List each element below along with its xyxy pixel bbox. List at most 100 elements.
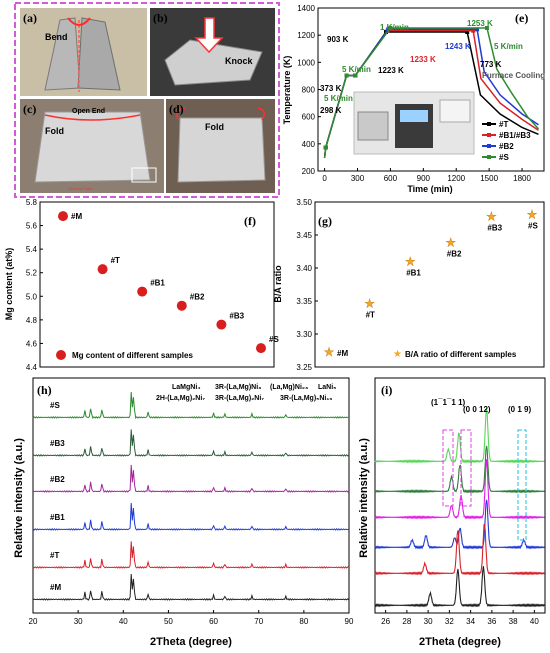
i-box-019 <box>517 429 527 541</box>
h-xtick-label: 60 <box>209 617 218 626</box>
e-xtick-label: 300 <box>351 174 365 183</box>
e-ann-5kmin-mid: 5 K/min <box>342 65 371 74</box>
f-point-label: #B1 <box>150 279 165 288</box>
f-point-label: #S <box>269 335 279 344</box>
photo-c-label-fold: Fold <box>45 126 64 136</box>
h-legend-6: 3R-(La,Mg)₅Ni₁₉ <box>280 395 332 402</box>
e-xtick-label: 0 <box>322 174 327 183</box>
h-series-label-4: #T <box>50 551 59 560</box>
e-ann-373: 373 K <box>320 84 342 93</box>
e-ann-5kmin-right: 5 K/min <box>494 42 523 51</box>
panel-h-ylabel: Relative intensity (a.u.) <box>13 438 25 558</box>
i-box-1111 <box>442 429 454 507</box>
f-point-label: #B2 <box>190 293 205 302</box>
g-ytick-label: 3.35 <box>296 297 312 306</box>
photo-c-inset: Zirconia Plate <box>68 186 93 191</box>
i-xtick-label: 32 <box>445 617 454 626</box>
i-pattern-line-5 <box>374 566 546 608</box>
e-legend-marker-2 <box>487 144 491 148</box>
photo-d-label: Fold <box>205 122 224 132</box>
photo-frame <box>14 2 280 198</box>
e-legend-marker-0 <box>487 122 491 126</box>
panel-f-mg-content-chart: 4.4 4.6 4.8 5.0 5.2 5.4 5.6 5.8 #M #T #B1 #B2 #B3 #S… <box>4 198 279 372</box>
panel-label-d: (d) <box>169 102 184 116</box>
f-point-B3 <box>216 319 227 330</box>
e-series-marker <box>475 27 480 32</box>
g-point-label: #T <box>366 311 375 320</box>
f-point-label: #M <box>71 212 82 221</box>
panel-f-legend: Mg content of different samples <box>72 351 193 360</box>
e-ytick-label: 200 <box>302 167 316 176</box>
f-point-S <box>256 343 266 354</box>
h-pattern-line-2 <box>32 464 350 493</box>
h-legend-5: 3R-(La,Mg)₂Ni₇ <box>215 395 264 402</box>
f-point-T <box>97 264 108 275</box>
panel-h-xrd-chart: #S #B3 #B2 #B1 #T #M 20 30 40 50 60 70 80 90 2Theta … <box>13 377 354 648</box>
e-xtick-label: 600 <box>384 174 398 183</box>
panel-label-e: (e) <box>515 11 528 25</box>
g-ytick-label: 3.45 <box>296 231 312 240</box>
photo-b-label: Knock <box>225 56 254 66</box>
g-point-label: #B3 <box>487 224 502 233</box>
panel-label-i: (i) <box>381 383 392 397</box>
i-pattern-line-1 <box>374 445 545 494</box>
e-ann-1223: 1223 K <box>378 66 404 75</box>
f-point-label: #T <box>111 256 120 265</box>
h-series-label-5: #M <box>50 583 61 592</box>
panel-e-xlabel: Time (min) <box>407 184 452 194</box>
panel-g-axes <box>314 201 545 368</box>
h-legend-0: LaMgNi₄ <box>172 384 201 391</box>
i-pattern-line-0 <box>374 408 545 464</box>
e-ann-903: 903 K <box>327 35 349 44</box>
h-xtick-label: 90 <box>345 617 354 626</box>
g-point-B1: ★ <box>405 254 416 268</box>
panel-g-ylabel: B/A ratio <box>273 265 283 303</box>
h-xtick-label: 70 <box>254 617 263 626</box>
e-xtick-label: 1500 <box>480 174 498 183</box>
e-ytick-label: 800 <box>302 86 316 95</box>
i-pattern-line-3 <box>374 499 545 550</box>
e-series-marker <box>323 145 328 150</box>
f-ytick-label: 4.8 <box>26 316 38 325</box>
panel-f-axes <box>39 201 275 368</box>
g-point-label: #M <box>337 349 348 358</box>
h-pattern-line-3 <box>32 502 350 531</box>
e-legend-label-3: #S <box>499 153 509 162</box>
e-ann-1233: 1233 K <box>410 55 436 64</box>
g-ytick-label: 3.50 <box>296 198 312 207</box>
f-ytick-label: 4.6 <box>26 339 38 348</box>
e-xtick-label: 900 <box>417 174 431 183</box>
g-point-B2: ★ <box>445 235 456 249</box>
h-series-label-0: #S <box>50 401 60 410</box>
e-ann-1kmin: 1 K/min <box>380 23 409 32</box>
h-xtick-label: 20 <box>29 617 38 626</box>
h-legend-1: 3R-(La,Mg)Ni₃ <box>215 384 261 391</box>
e-legend-marker-1 <box>487 133 491 137</box>
h-series-label-3: #B1 <box>50 513 65 522</box>
photo-c-label-open: Open End <box>72 108 105 115</box>
g-point-M: ★ <box>324 345 335 359</box>
e-series-marker <box>388 25 393 30</box>
i-ann-019: (0 1 9) <box>508 405 531 414</box>
panel-label-f: (f) <box>244 214 256 228</box>
f-ytick-label: 5.6 <box>26 222 38 231</box>
i-xtick-label: 34 <box>466 617 475 626</box>
h-series-label-1: #B3 <box>50 439 65 448</box>
e-ann-furnace: Furnace Cooling <box>482 71 545 80</box>
panel-label-g: (g) <box>318 214 332 228</box>
panel-h-axes <box>32 377 350 614</box>
panel-f-ylabel: Mg content (at%) <box>4 248 14 321</box>
i-xtick-label: 38 <box>509 617 518 626</box>
panel-f-legend-marker <box>56 350 66 360</box>
e-ytick-label: 1000 <box>297 58 315 67</box>
panel-e-ylabel: Temperature (K) <box>282 56 292 125</box>
e-series-marker <box>465 30 470 35</box>
e-legend-marker-3 <box>487 155 491 159</box>
e-series-marker <box>353 73 358 78</box>
g-point-label: #B2 <box>447 249 462 258</box>
e-series-marker <box>484 25 489 30</box>
panel-g-legend-marker: ★ <box>393 349 402 360</box>
f-ytick-label: 5.2 <box>26 269 38 278</box>
h-pattern-line-1 <box>32 429 350 457</box>
panel-i-xlabel: 2Theta (degree) <box>419 636 501 648</box>
